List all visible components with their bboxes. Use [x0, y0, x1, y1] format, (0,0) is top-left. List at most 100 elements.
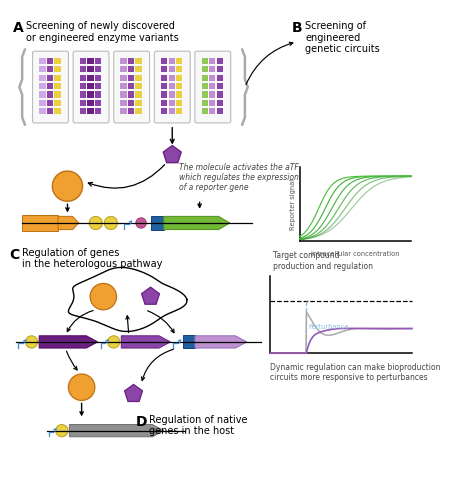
FancyBboxPatch shape — [195, 51, 231, 123]
Bar — [161, 100, 167, 106]
Bar — [161, 75, 167, 81]
Bar — [95, 75, 101, 81]
Text: Dynamic regulation can make bioproduction
circuits more responsive to perturbanc: Dynamic regulation can make bioproductio… — [271, 363, 441, 382]
Bar — [39, 66, 46, 72]
Bar — [182, 335, 195, 348]
Bar — [168, 66, 175, 72]
FancyArrow shape — [69, 424, 164, 437]
Bar — [217, 66, 223, 72]
Circle shape — [52, 171, 82, 201]
Bar — [47, 91, 53, 98]
FancyBboxPatch shape — [73, 51, 109, 123]
Bar — [54, 108, 61, 114]
Bar — [39, 58, 46, 64]
Bar — [39, 91, 46, 98]
Circle shape — [26, 336, 38, 348]
Bar — [168, 91, 175, 98]
Bar — [47, 108, 53, 114]
Bar — [80, 91, 86, 98]
Bar — [168, 100, 175, 106]
Bar — [95, 108, 101, 114]
Bar — [128, 100, 134, 106]
Bar — [168, 108, 175, 114]
Bar — [136, 66, 142, 72]
Bar — [95, 100, 101, 106]
Circle shape — [68, 374, 95, 400]
Bar — [217, 75, 223, 81]
Bar — [87, 66, 94, 72]
Bar — [39, 108, 46, 114]
Bar — [47, 83, 53, 89]
Bar — [176, 100, 182, 106]
Bar — [39, 100, 46, 106]
Text: D: D — [136, 415, 147, 429]
Circle shape — [89, 217, 102, 229]
Text: Target compound
production and regulation: Target compound production and regulatio… — [273, 251, 373, 271]
Bar — [87, 108, 94, 114]
Bar — [120, 75, 127, 81]
Bar — [201, 91, 208, 98]
Bar — [176, 108, 182, 114]
Bar — [161, 66, 167, 72]
Bar — [80, 75, 86, 81]
Bar — [22, 216, 58, 230]
Bar — [161, 108, 167, 114]
Bar — [136, 100, 142, 106]
Bar — [176, 91, 182, 98]
Bar — [136, 108, 142, 114]
Bar — [151, 217, 164, 229]
Text: Regulation of genes
in the heterologous pathway: Regulation of genes in the heterologous … — [22, 248, 163, 269]
Bar — [54, 91, 61, 98]
Bar — [80, 58, 86, 64]
Bar — [80, 66, 86, 72]
Bar — [217, 100, 223, 106]
Bar — [95, 66, 101, 72]
Bar — [209, 58, 216, 64]
Bar — [87, 91, 94, 98]
Bar — [47, 66, 53, 72]
Bar — [201, 100, 208, 106]
Bar — [128, 108, 134, 114]
Circle shape — [108, 336, 120, 348]
Bar — [201, 58, 208, 64]
Bar — [136, 58, 142, 64]
Bar — [120, 91, 127, 98]
Bar — [54, 66, 61, 72]
FancyBboxPatch shape — [114, 51, 150, 123]
Bar — [176, 66, 182, 72]
Circle shape — [136, 218, 146, 228]
Bar — [120, 108, 127, 114]
Bar — [54, 75, 61, 81]
Bar — [80, 83, 86, 89]
Bar — [161, 58, 167, 64]
Bar — [128, 91, 134, 98]
Bar — [176, 75, 182, 81]
Bar — [136, 75, 142, 81]
Text: Perturbance: Perturbance — [308, 324, 349, 330]
Bar — [120, 100, 127, 106]
Bar — [161, 91, 167, 98]
FancyArrow shape — [195, 336, 247, 348]
Bar — [47, 100, 53, 106]
Bar — [136, 91, 142, 98]
Bar — [39, 83, 46, 89]
Bar — [217, 83, 223, 89]
Bar — [217, 91, 223, 98]
Bar — [201, 108, 208, 114]
Bar — [128, 58, 134, 64]
Text: Reporter signal: Reporter signal — [290, 179, 296, 229]
Bar — [95, 83, 101, 89]
Bar — [217, 58, 223, 64]
FancyArrow shape — [164, 217, 230, 229]
Text: B: B — [292, 21, 303, 35]
Bar — [128, 83, 134, 89]
FancyBboxPatch shape — [155, 51, 190, 123]
Text: Regulation of native
genes in the host: Regulation of native genes in the host — [149, 415, 247, 436]
Bar — [87, 75, 94, 81]
Text: C: C — [9, 248, 19, 262]
Bar — [47, 58, 53, 64]
Bar — [201, 66, 208, 72]
Bar — [209, 66, 216, 72]
Bar — [39, 75, 46, 81]
Bar — [209, 100, 216, 106]
